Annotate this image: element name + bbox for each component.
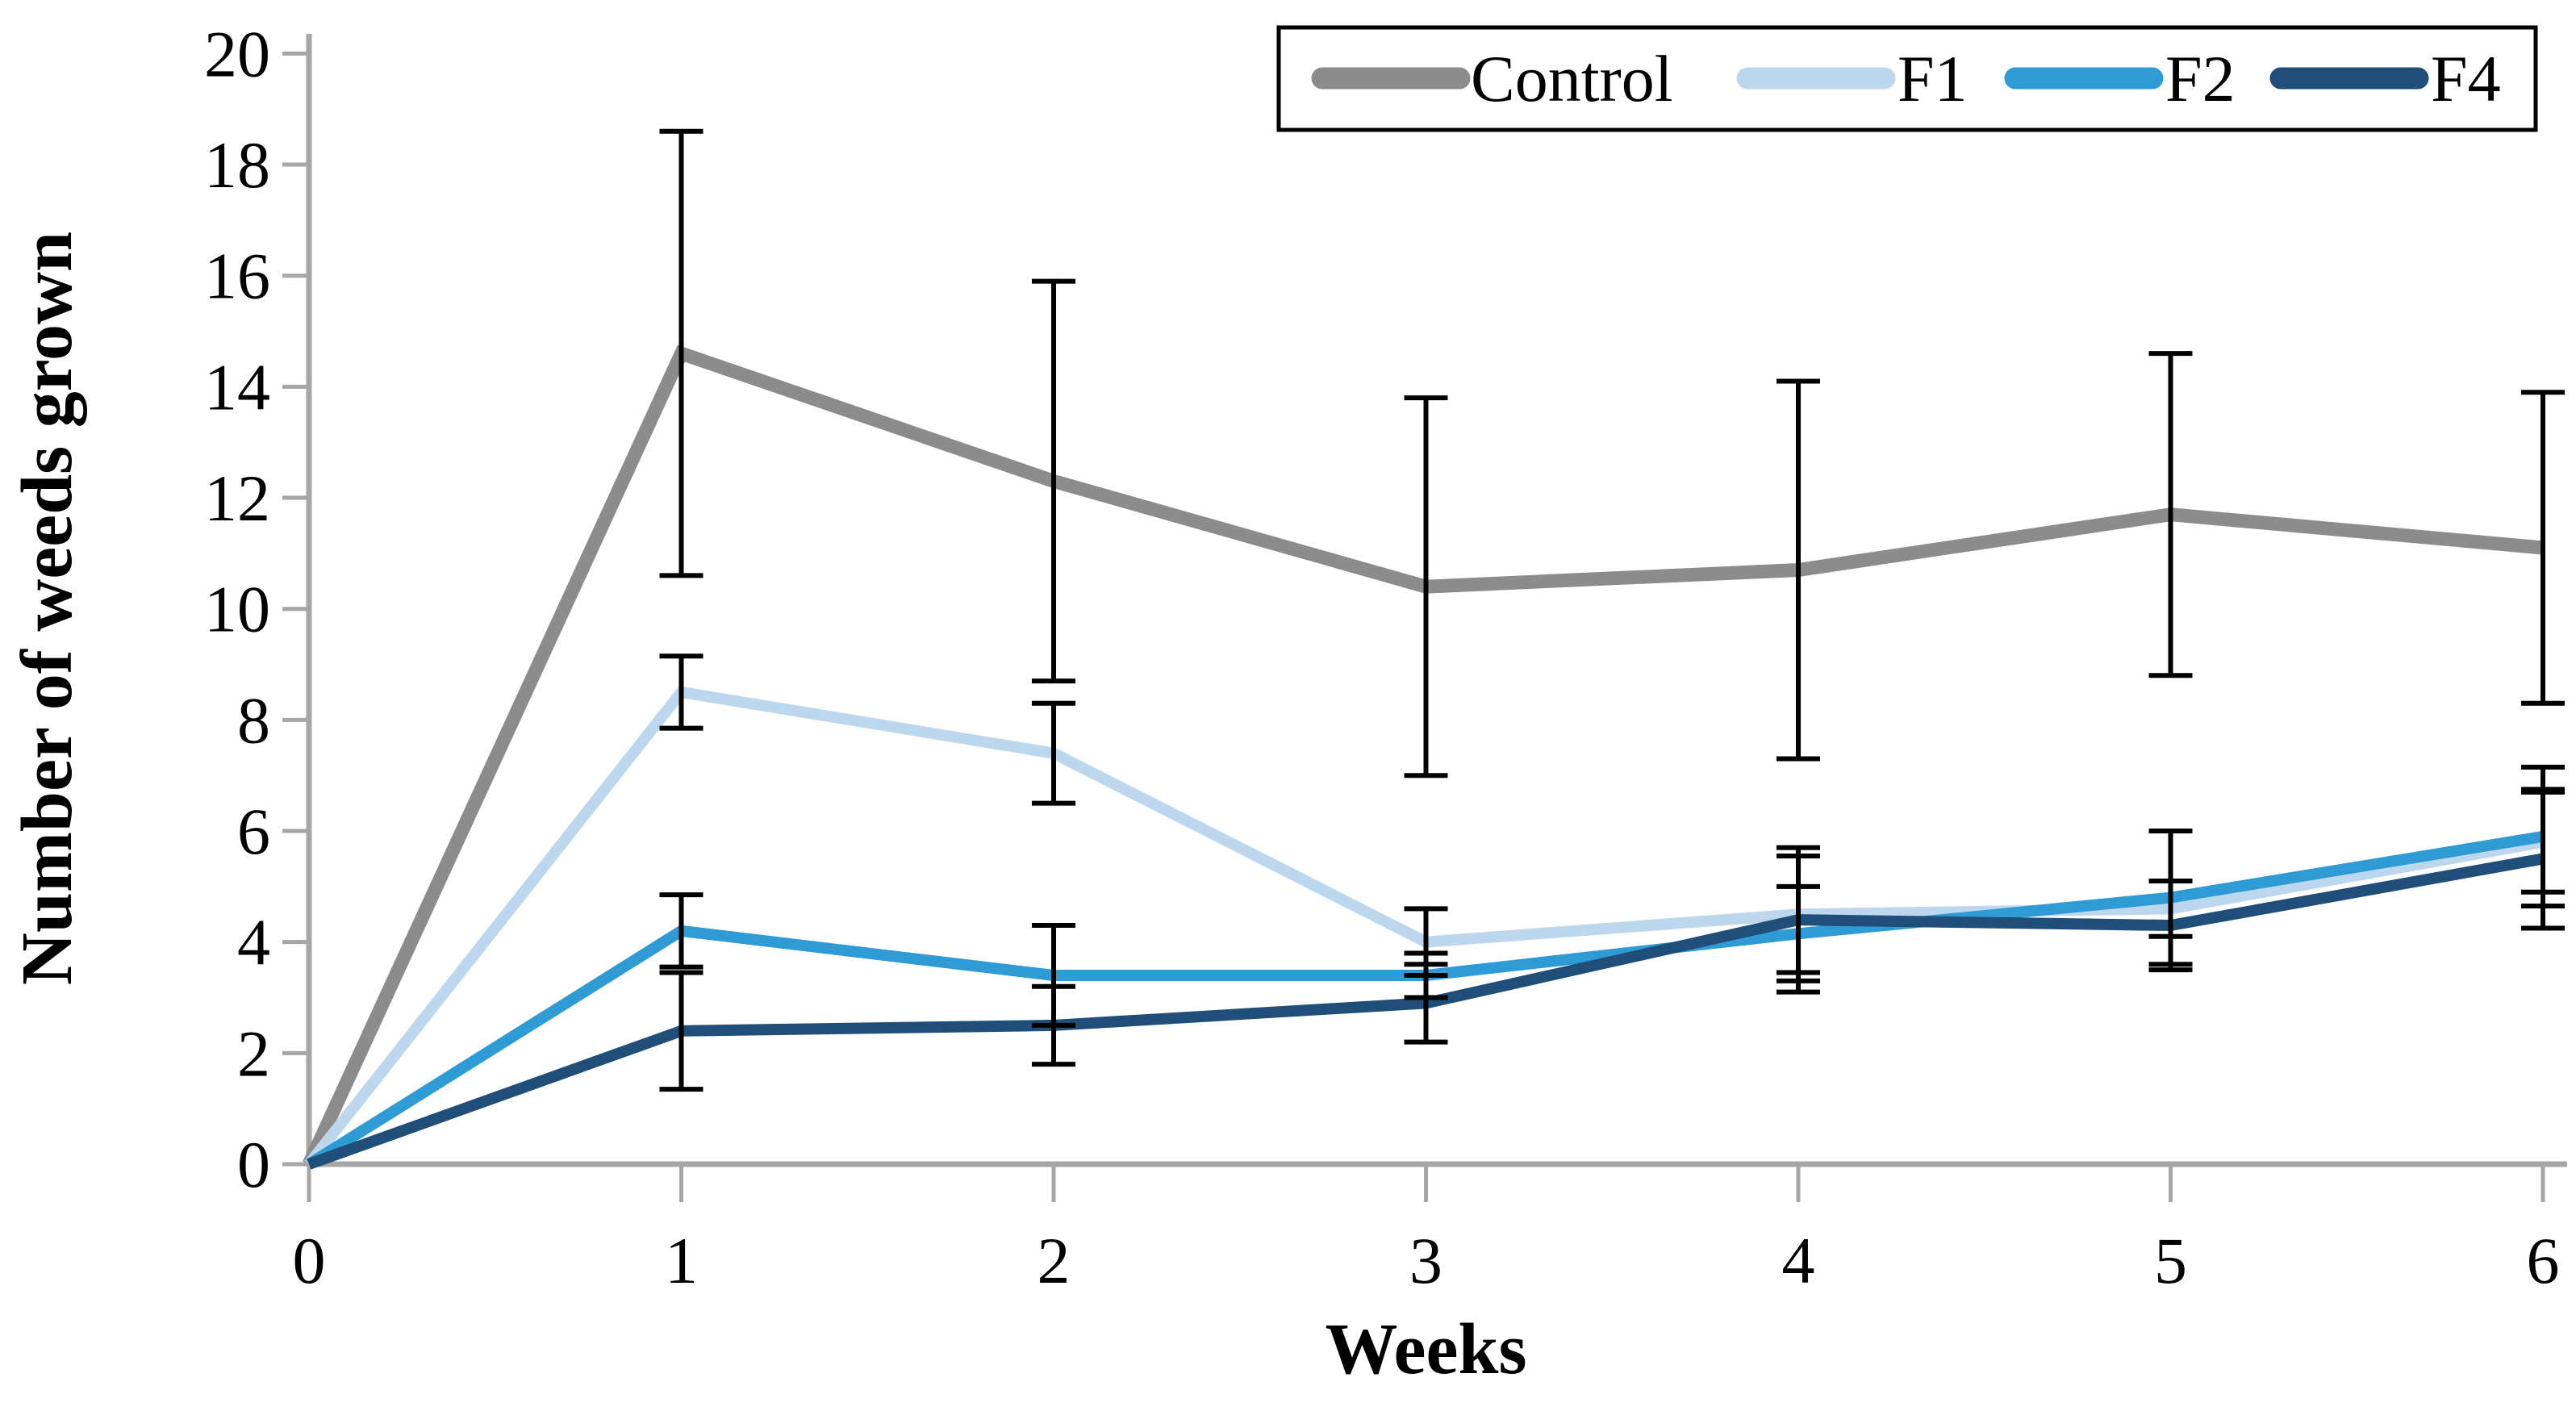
error-bar-f4-week4: [1776, 845, 1820, 995]
error-bar-control-week5: [2148, 351, 2193, 678]
error-bar-control-week1: [659, 128, 703, 578]
error-bar-f1-week1: [659, 653, 703, 731]
error-bar-f2-week1: [659, 892, 703, 970]
x-tick-label: 3: [1409, 1224, 1442, 1297]
error-bar-control-week3: [1404, 395, 1448, 779]
x-tick-label: 6: [2527, 1224, 2560, 1297]
error-bar-control-week6: [2521, 390, 2565, 706]
y-tick-label: 12: [204, 461, 270, 535]
y-tick-label: 2: [237, 1017, 270, 1090]
error-bar-f1-week2: [1032, 700, 1075, 806]
y-tick-label: 4: [237, 906, 270, 979]
legend-label-f4: F4: [2431, 42, 2501, 115]
y-tick-label: 8: [237, 683, 270, 757]
error-bar-f4-week3: [1404, 962, 1448, 1045]
y-tick-label: 14: [204, 350, 270, 424]
y-axis-title: Number of weeds grown: [7, 232, 87, 985]
x-tick-label: 2: [1037, 1224, 1071, 1297]
legend-label-f1: F1: [1898, 42, 1968, 115]
y-tick-label: 20: [204, 17, 270, 90]
error-bar-f4-week6: [2521, 787, 2565, 931]
error-bar-control-week4: [1776, 378, 1820, 762]
x-tick-label: 4: [1782, 1224, 1815, 1297]
error-bar-f4-week2: [1032, 983, 1075, 1067]
x-axis-title: Weeks: [1325, 1309, 1526, 1389]
error-bar-control-week2: [1032, 278, 1075, 684]
x-tick-label: 0: [293, 1224, 326, 1297]
y-tick-label: 0: [237, 1128, 270, 1201]
y-tick-label: 18: [204, 128, 270, 202]
legend-label-control: Control: [1471, 42, 1673, 115]
x-tick-label: 1: [665, 1224, 698, 1297]
legend-label-f2: F2: [2165, 42, 2236, 115]
y-tick-label: 10: [204, 573, 270, 646]
y-tick-label: 6: [237, 795, 270, 868]
y-tick-label: 16: [204, 240, 270, 313]
error-bar-f4-week1: [659, 970, 703, 1092]
x-tick-label: 5: [2154, 1224, 2187, 1297]
error-bar-f4-week5: [2148, 878, 2193, 973]
